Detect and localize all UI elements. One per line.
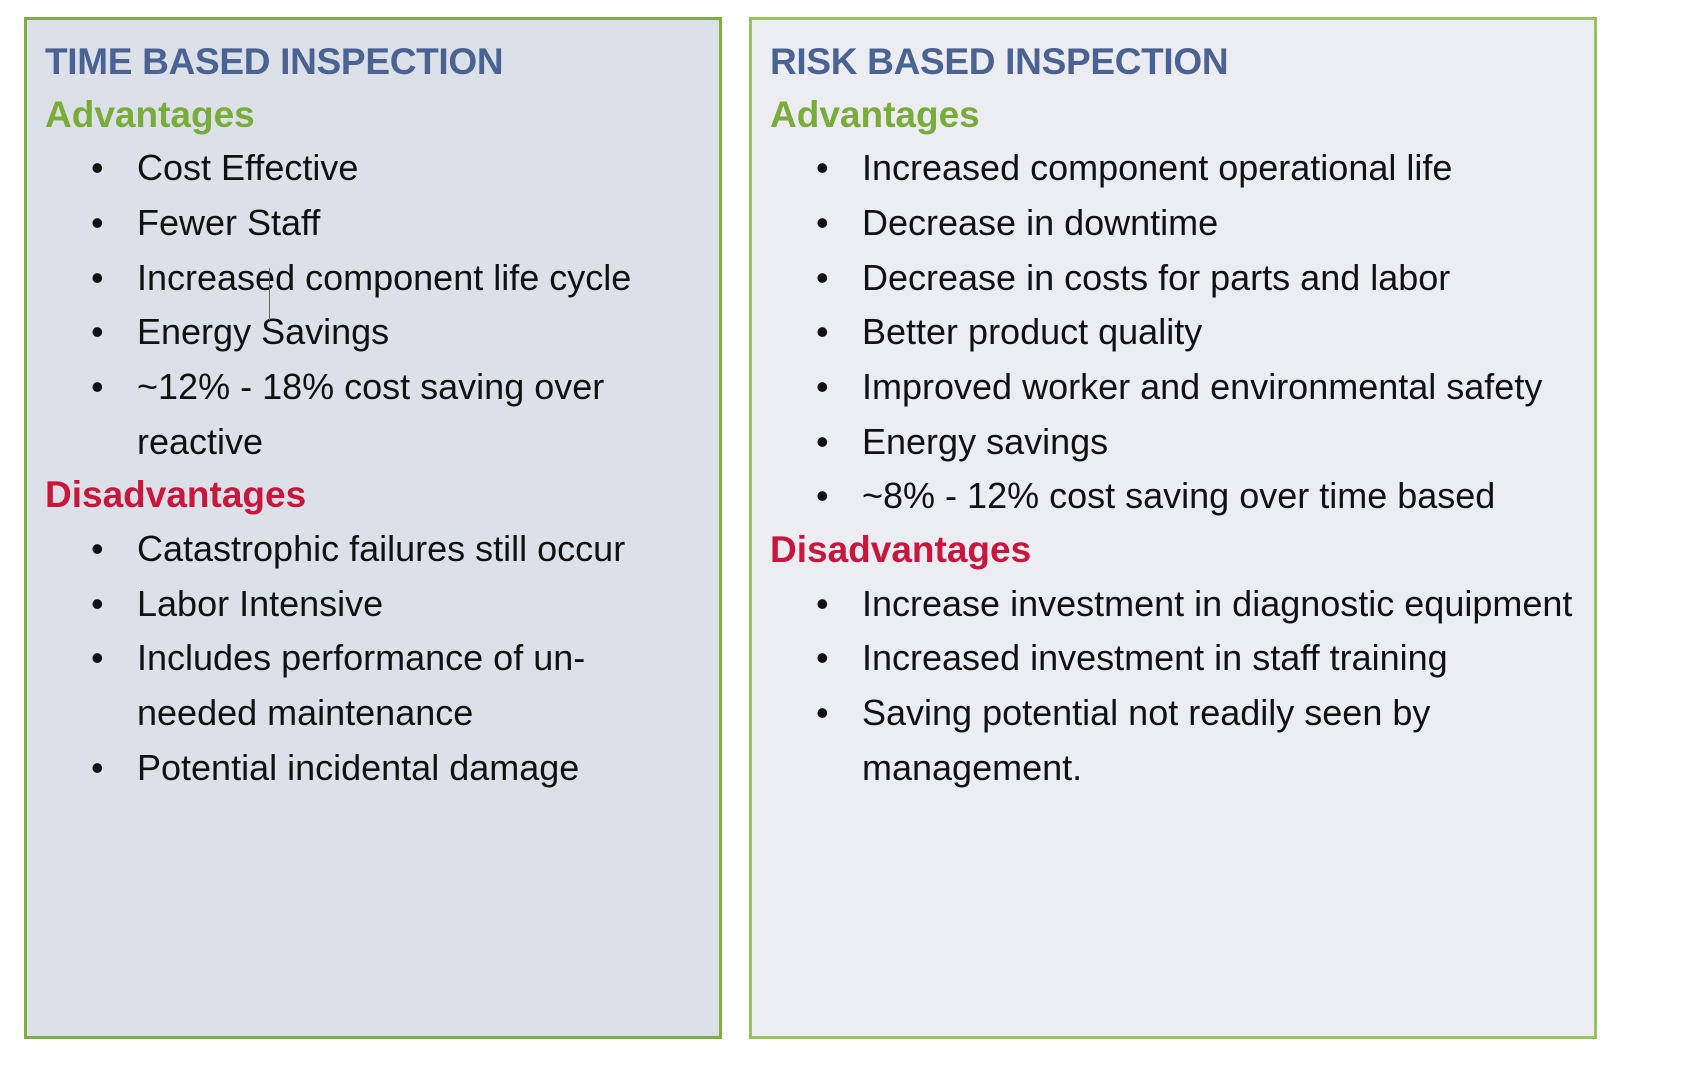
list-item: • Fewer Staff [91,196,701,251]
list-item-text: Fewer Staff [137,201,321,243]
list-item-text: Increased investment in staff training [862,637,1448,679]
list-item: • Saving potential not readily seen by ma… [816,686,1576,795]
bullet-icon: • [816,692,829,734]
bullet-icon: • [91,201,104,243]
risk-based-disadvantages-heading: Disadvantages [770,529,1032,571]
list-item: • Energy savings [816,415,1576,470]
risk-based-title: RISK BASED INSPECTION [770,41,1229,82]
bullet-icon: • [816,365,829,407]
bullet-icon: • [816,201,829,243]
bullet-icon: • [816,147,829,189]
time-based-disadvantages-list: • Catastrophic failures still occur • Labo… [45,522,701,796]
bullet-icon: • [816,475,829,517]
list-item-text: Decrease in downtime [862,201,1219,243]
list-item-text: Increase investment in diagnostic equipm… [862,582,1573,624]
bullet-icon: • [816,311,829,353]
list-item-text: Potential incidental damage [137,746,580,788]
bullet-icon: • [91,637,104,679]
list-item-text: Better product quality [862,311,1203,353]
list-item-text: ~12% - 18% cost saving over reactive [137,365,605,462]
list-item: • Catastrophic failures still occur [91,522,701,577]
risk-based-disadvantages-list: • Increase investment in diagnostic equip… [770,577,1576,796]
bullet-icon: • [816,582,829,624]
list-item: • Better product quality [816,305,1576,360]
time-based-advantages-list: • Cost Effective • Fewer Staff • Increased … [45,141,701,469]
list-item: • Potential incidental damage [91,741,701,796]
list-item-text: Decrease in costs for parts and labor [862,256,1451,298]
time-based-inspection-panel: TIME BASED INSPECTION Advantages • Cost E… [24,17,722,1039]
list-item: • Decrease in downtime [816,196,1576,251]
list-item: • Energy Savings [91,305,701,360]
list-item-text: Improved worker and environmental safety [862,365,1543,407]
text-cursor [269,268,270,320]
bullet-icon: • [91,527,104,569]
bullet-icon: • [816,420,829,462]
bullet-icon: • [816,637,829,679]
bullet-icon: • [91,582,104,624]
bullet-icon: • [91,365,104,407]
list-item: • Increased component life cycle [91,251,701,306]
risk-based-inspection-panel: RISK BASED INSPECTION Advantages • Increa… [749,17,1597,1039]
list-item-text: Energy savings [862,420,1109,462]
list-item: • ~8% - 12% cost saving over time based [816,469,1576,524]
list-item-text: ~8% - 12% cost saving over time based [862,475,1496,517]
list-item-text: Cost Effective [137,147,359,189]
time-based-title: TIME BASED INSPECTION [45,41,504,82]
list-item-text: Includes performance of un-needed mainte… [137,637,586,734]
risk-based-advantages-heading: Advantages [770,93,980,135]
list-item-text: Increased component life cycle [137,256,632,298]
list-item: • Increase investment in diagnostic equip… [816,577,1576,632]
bullet-icon: • [816,256,829,298]
list-item: • Includes performance of un-needed maint… [91,631,701,740]
list-item-text: Energy Savings [137,311,390,353]
list-item: • Labor Intensive [91,577,701,632]
list-item-text: Labor Intensive [137,582,384,624]
risk-based-advantages-list: • Increased component operational life • D… [770,141,1576,524]
list-item-text: Saving potential not readily seen by man… [862,692,1431,788]
list-item: • Decrease in costs for parts and labor [816,251,1576,306]
bullet-icon: • [91,311,104,353]
bullet-icon: • [91,256,104,298]
list-item: • Cost Effective [91,141,701,196]
list-item-text: Catastrophic failures still occur [137,527,626,569]
list-item: • Improved worker and environmental safet… [816,360,1576,415]
list-item: • ~12% - 18% cost saving over reactive [91,360,701,469]
bullet-icon: • [91,147,104,189]
bullet-icon: • [91,746,104,788]
list-item: • Increased investment in staff training [816,631,1576,686]
list-item-text: Increased component operational life [862,147,1453,189]
time-based-advantages-heading: Advantages [45,93,255,135]
list-item: • Increased component operational life [816,141,1576,196]
time-based-disadvantages-heading: Disadvantages [45,474,307,516]
